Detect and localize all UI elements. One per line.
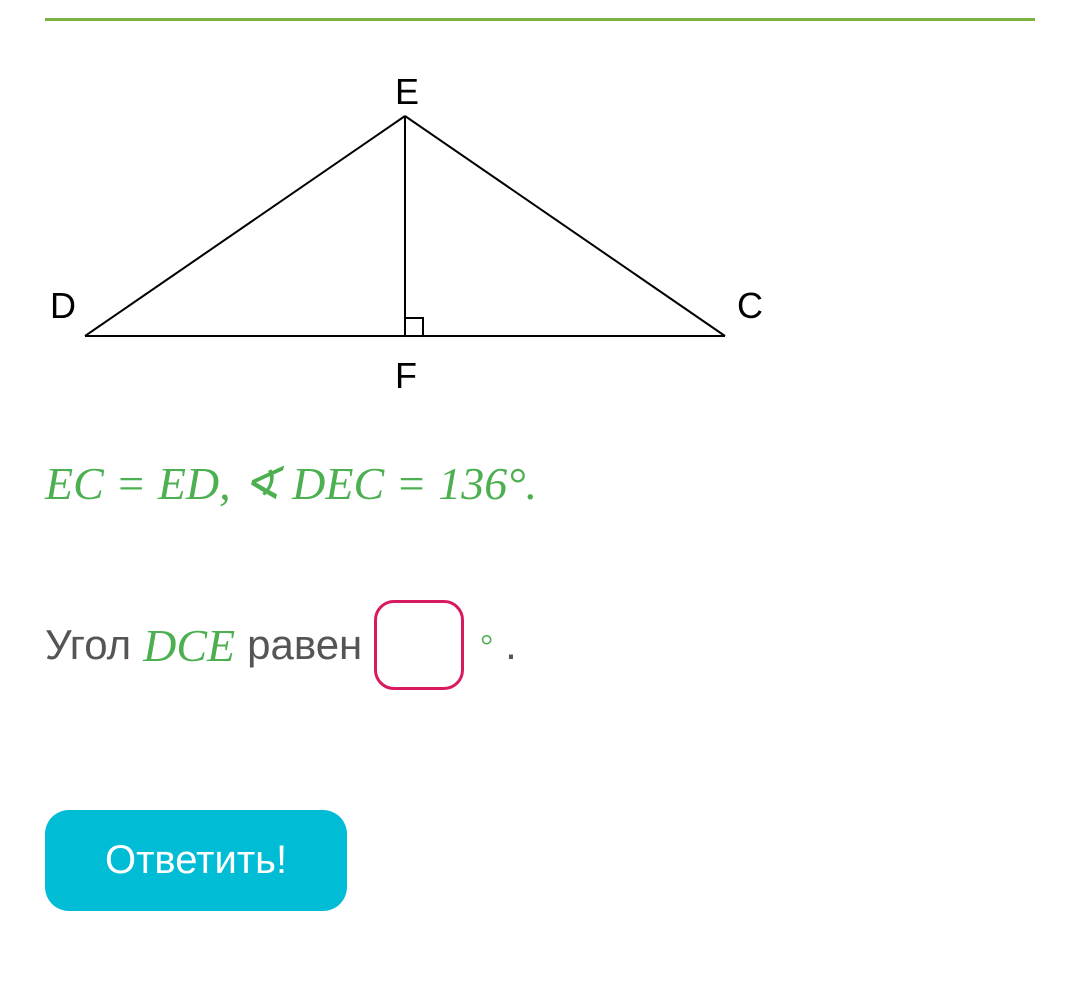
line-e-c xyxy=(405,116,725,336)
line-d-e xyxy=(85,116,405,336)
triangle-diagram: D E C F xyxy=(45,56,765,396)
divider xyxy=(45,18,1035,21)
answer-input[interactable] xyxy=(374,600,464,690)
label-f: F xyxy=(395,355,417,396)
label-d: D xyxy=(50,285,76,326)
period: . xyxy=(505,621,517,669)
degree-symbol: ° xyxy=(480,627,493,664)
submit-button[interactable]: Ответить! xyxy=(45,810,347,911)
question-math: DCE xyxy=(143,619,235,672)
question-row: Угол DCE равен ° . xyxy=(45,600,1035,690)
diagram-svg: D E C F xyxy=(45,56,765,396)
question-prefix: Угол xyxy=(45,621,131,669)
given-statement: EC = ED, ∢ DEC = 136°. xyxy=(45,456,1035,510)
label-c: C xyxy=(737,285,763,326)
label-e: E xyxy=(395,71,419,112)
question-suffix: равен xyxy=(247,621,362,669)
right-angle-marker xyxy=(405,318,423,336)
